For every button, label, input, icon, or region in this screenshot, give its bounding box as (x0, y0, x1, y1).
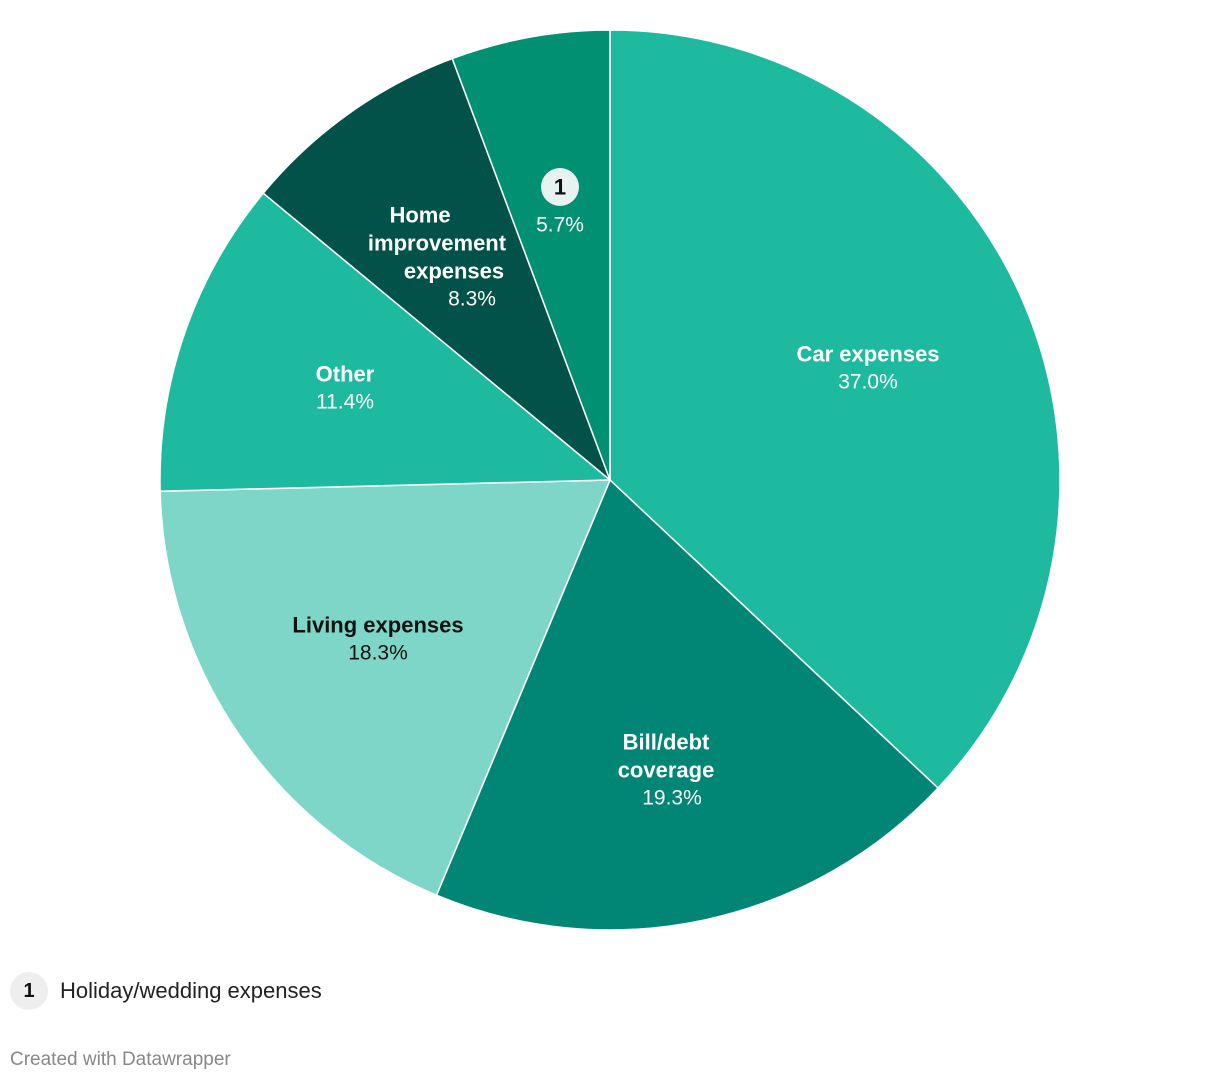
slice-label-3: Other 11.4% (316, 362, 375, 414)
pie-slice-home-improvement-expenses[interactable] (262, 57, 612, 483)
footnote-badge: 1 (10, 972, 48, 1010)
pie-slice-living-expenses[interactable] (159, 479, 612, 897)
slice-label-1: Bill/debt coverage 19.3% (618, 730, 715, 810)
slice-value: 37.0% (838, 371, 898, 394)
slice-label-4: Home improvement expenses 8.3% (368, 203, 507, 311)
slice-value: 5.7% (536, 214, 584, 237)
slice-name: Bill/debt (623, 730, 710, 755)
pie-slice-other[interactable] (159, 192, 613, 493)
slice-name: Car expenses (796, 342, 939, 367)
slice-label-5: 1 5.7% (536, 168, 584, 237)
footnote: 1 Holiday/wedding expenses (10, 971, 322, 1011)
slice-name: coverage (618, 758, 715, 783)
slice-badge-number: 1 (554, 175, 566, 200)
slice-name: Living expenses (292, 613, 463, 638)
pie-slice-bill-debt-coverage[interactable] (435, 478, 940, 931)
slice-badge (541, 168, 579, 206)
slice-name: Home (389, 203, 450, 228)
slice-value: 11.4% (316, 391, 374, 414)
footnote-text: Holiday/wedding expenses (60, 978, 322, 1003)
credit-link[interactable]: Created with Datawrapper (10, 1049, 231, 1070)
pie-slice-car-expenses[interactable] (609, 29, 1061, 790)
slice-name: improvement (368, 231, 507, 256)
pie-labels: Car expenses 37.0% Bill/debt coverage 19.3% L… (292, 168, 940, 810)
slice-value: 18.3% (348, 642, 408, 665)
slice-name: Other (316, 362, 375, 387)
pie-slice-holiday-wedding[interactable] (451, 29, 611, 481)
slice-label-2: Living expenses 18.3% (292, 613, 463, 665)
pie-slices (159, 29, 1061, 931)
slice-value: 19.3% (642, 787, 702, 810)
slice-name: expenses (404, 259, 504, 284)
slice-label-0: Car expenses 37.0% (796, 342, 939, 394)
slice-value: 8.3% (448, 288, 496, 311)
